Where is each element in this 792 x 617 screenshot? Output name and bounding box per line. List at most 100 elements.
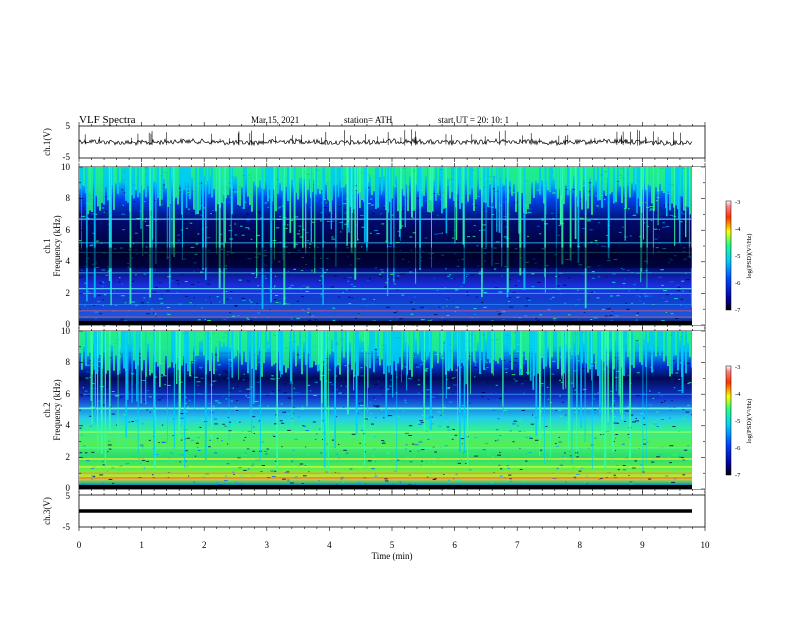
spectrogram-speckle [356, 413, 360, 415]
spectrogram-speckle [200, 404, 203, 406]
spectrogram-speckle [345, 452, 349, 454]
spectrogram-speckle [251, 475, 255, 477]
spectrogram-speckle [121, 284, 123, 286]
ch2-cbar-tick-4: -4 [735, 391, 741, 398]
spectrogram-speckle [289, 480, 293, 482]
spectrogram-sferic [519, 331, 522, 369]
spectrogram-speckle [537, 422, 540, 424]
spectrogram-speckle [186, 204, 189, 206]
spectrogram-speckle [134, 448, 137, 450]
spectrogram-speckle [274, 460, 277, 462]
xtick-10: 10 [701, 540, 711, 550]
spectrogram-sferic [577, 167, 580, 263]
spectrogram-speckle [486, 453, 490, 455]
spectrogram-speckle [682, 459, 685, 461]
spectrogram-speckle [644, 295, 649, 297]
spectrogram-speckle [584, 481, 587, 483]
spectrogram-sferic [539, 331, 542, 439]
spectrogram-speckle [314, 319, 317, 321]
spectrogram-speckle [197, 370, 199, 372]
spectrogram-speckle [120, 396, 122, 398]
spectrogram-speckle [280, 403, 283, 405]
spectrogram-hiss [689, 331, 691, 358]
spectrogram-speckle [541, 219, 544, 221]
spectrogram-speckle [380, 387, 383, 389]
spectrogram-speckle [590, 319, 593, 320]
spectrogram-speckle [361, 409, 364, 411]
spectrogram-speckle [331, 427, 333, 429]
spectrogram-speckle [161, 424, 164, 426]
spectrogram-speckle [292, 420, 295, 422]
spectrogram-sferic [110, 167, 112, 306]
spectrogram-speckle [624, 345, 627, 346]
spectrogram-speckle [219, 301, 221, 303]
spectrogram-speckle [345, 289, 348, 291]
spectrogram-speckle [509, 430, 512, 432]
spectrogram-speckle [284, 227, 288, 229]
spectrogram-speckle [438, 233, 442, 235]
spectrogram-speckle [144, 221, 147, 222]
spectrogram-speckle [552, 478, 557, 479]
spectrogram-hiss [633, 167, 635, 191]
spectrogram-speckle [455, 369, 458, 371]
spectrogram-band [79, 431, 692, 433]
spectrogram-speckle [237, 401, 239, 403]
spectrogram-sferic [545, 167, 547, 215]
spectrogram-speckle [298, 287, 301, 289]
spectrogram-speckle [527, 235, 529, 237]
spectrogram-speckle [495, 384, 498, 386]
spectrogram-sferic [390, 331, 393, 375]
spectrogram-speckle [86, 446, 88, 448]
spectrogram-speckle [453, 478, 455, 480]
spectrogram-speckle [298, 225, 302, 227]
spectrogram-hiss [551, 167, 553, 177]
spectrogram-speckle [411, 443, 415, 445]
spectrogram-hiss [339, 331, 341, 375]
spectrogram-speckle [506, 465, 509, 467]
spectrogram-hiss [115, 331, 117, 355]
spectrogram-speckle [361, 429, 363, 431]
spectrogram-speckle [331, 236, 334, 238]
spectrogram-speckle [449, 274, 451, 276]
spectrogram-speckle [552, 296, 555, 298]
spectrogram-speckle [647, 401, 649, 403]
spectrogram-sferic [223, 167, 225, 304]
ch2-cbar-tick-3: -3 [735, 364, 740, 371]
spectrogram-speckle [99, 313, 102, 315]
spectrogram-hiss [517, 331, 519, 340]
spectrogram-speckle [261, 465, 265, 466]
spectrogram-speckle [374, 436, 376, 438]
spectrogram-speckle [452, 241, 454, 243]
spectrogram-speckle [150, 450, 154, 452]
spectrogram-speckle [371, 455, 374, 457]
spectrogram-speckle [161, 293, 163, 295]
spectrogram-speckle [236, 410, 239, 411]
spectrogram-speckle [497, 314, 501, 316]
spectrogram-speckle [501, 309, 505, 311]
spectrogram-hiss [331, 331, 333, 340]
spectrogram-speckle [233, 191, 238, 193]
spectrogram-speckle [684, 449, 688, 451]
spectrogram-speckle [490, 270, 495, 272]
spectrogram-hiss [431, 331, 433, 369]
spectrogram-hiss [553, 167, 555, 180]
spectrogram-empty-area [692, 331, 705, 489]
spectrogram-speckle [475, 296, 478, 298]
spectrogram-speckle [237, 457, 241, 459]
spectrogram-speckle [159, 453, 161, 455]
spectrogram-speckle [505, 199, 507, 201]
xtick-3: 3 [265, 540, 270, 550]
spectrogram-speckle [589, 229, 593, 231]
spectrogram-speckle [383, 286, 388, 288]
spectrogram-hiss [345, 331, 347, 344]
spectrogram-speckle [339, 221, 344, 223]
spectrogram-speckle [624, 410, 629, 412]
spectrogram-speckle [90, 478, 95, 480]
spectrogram-sferic [607, 331, 609, 422]
spectrogram-hiss [405, 331, 407, 343]
spectrogram-speckle [618, 443, 620, 445]
spectrogram-sferic [401, 331, 402, 383]
spectrogram-speckle [386, 306, 390, 308]
spectrogram-hiss [103, 331, 105, 353]
spectrogram-hiss [503, 167, 505, 186]
